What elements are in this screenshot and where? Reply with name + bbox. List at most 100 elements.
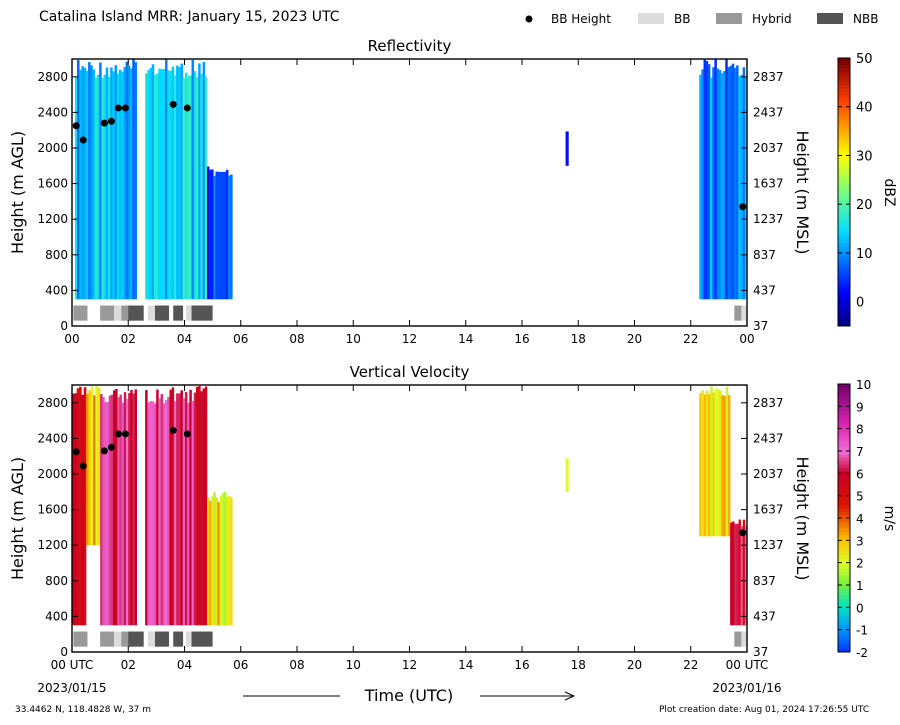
colorbar-segment <box>838 497 850 502</box>
colorbar-segment <box>838 118 850 123</box>
bb-type-segment <box>154 631 170 647</box>
heatmap-cell <box>96 74 100 300</box>
colorbar-segment <box>838 641 850 646</box>
colorbar-segment <box>838 514 850 519</box>
heatmap-cell <box>705 61 709 300</box>
colorbar-segment <box>838 178 850 183</box>
heatmap-cell <box>191 59 195 300</box>
colorbar-segment <box>838 638 850 643</box>
colorbar-segment <box>838 528 850 532</box>
heatmap-cell <box>736 523 739 626</box>
colorbar-segment <box>838 125 850 129</box>
heatmap-cell <box>716 68 720 300</box>
colorbar-segment <box>838 430 850 435</box>
colorbar-segment <box>838 262 850 267</box>
y-tick-label-right: 2837 <box>753 70 784 84</box>
legend-swatch-hybrid <box>716 13 742 24</box>
colorbar-segment <box>838 524 850 529</box>
bb-type-segment <box>191 631 213 647</box>
bb-type-segment <box>185 631 192 647</box>
bb-height-point <box>183 430 191 438</box>
x-tick-label: 02 <box>121 658 136 672</box>
colorbar-segment <box>838 568 850 572</box>
colorbar-segment <box>838 114 850 119</box>
colorbar-segment <box>838 138 850 143</box>
colorbar-segment <box>838 155 850 159</box>
heatmap-cell <box>723 396 727 537</box>
heatmap-cell <box>712 67 715 300</box>
heatmap-cell <box>101 78 104 300</box>
x-tick-label: 10 <box>346 332 361 346</box>
heatmap-cell <box>738 519 741 626</box>
colorbar-segment <box>838 165 850 169</box>
heatmap-cell <box>714 388 718 537</box>
heatmap-cell <box>176 65 179 300</box>
heatmap-cell <box>132 59 135 300</box>
x-tick-label: 02 <box>121 332 136 346</box>
colorbar-segment <box>838 242 850 246</box>
colorbar-segment <box>838 631 850 636</box>
x-tick-label: 10 <box>346 658 361 672</box>
y-axis-label: Height (m AGL) <box>8 457 27 580</box>
colorbar-segment <box>838 477 850 482</box>
colorbar-tick-label: -1 <box>856 624 868 638</box>
heatmap-cell <box>221 492 225 626</box>
heatmap-cell <box>112 71 115 300</box>
heatmap-cell <box>699 393 702 537</box>
bb-type-segment <box>114 631 122 647</box>
colorbar-segment <box>838 625 850 629</box>
colorbar-segment <box>838 74 850 79</box>
heatmap-cell <box>207 497 210 626</box>
heatmap-cell <box>189 75 192 300</box>
heatmap-cell <box>110 67 113 300</box>
heatmap-cell <box>184 392 188 626</box>
heatmap-cell <box>104 402 107 626</box>
colorbar-segment <box>838 205 850 210</box>
heatmap-cell <box>228 175 231 300</box>
colorbar-segment <box>838 232 850 236</box>
heatmap-cell <box>173 75 177 300</box>
colorbar-segment <box>838 78 850 82</box>
colorbar-segment <box>838 265 850 270</box>
heatmap-cell <box>97 388 101 546</box>
heatmap-cell <box>93 395 96 546</box>
heatmap-cell <box>79 386 82 626</box>
colorbar-segment <box>838 645 850 650</box>
colorbar-segment <box>838 544 850 549</box>
colorbar-label: m/s <box>881 506 897 532</box>
colorbar-segment <box>838 474 850 479</box>
x-tick-label: 04 <box>177 332 192 346</box>
colorbar-segment <box>838 390 850 395</box>
x-tick-label: 00 UTC <box>51 658 94 672</box>
heatmap-cell <box>742 519 746 626</box>
legend-label-bb: BB <box>674 12 690 26</box>
colorbar-segment <box>838 84 850 89</box>
colorbar-label: dBZ <box>881 178 897 206</box>
heatmap-cell <box>125 398 129 626</box>
bb-type-segment <box>147 631 155 647</box>
y-tick-label-right: 2037 <box>753 467 784 481</box>
heatmap-cell <box>184 72 188 300</box>
colorbar-segment <box>838 648 850 653</box>
colorbar-segment <box>838 195 850 200</box>
colorbar-segment <box>838 635 850 639</box>
bb-type-segment <box>100 631 115 647</box>
bb-type-segment <box>73 631 88 647</box>
bb-height-point <box>107 117 115 125</box>
bb-type-segment <box>734 631 742 647</box>
heatmap-cell <box>729 65 733 300</box>
x-tick-label: 12 <box>402 332 417 346</box>
colorbar-segment <box>838 538 850 542</box>
panel-title-0: Reflectivity <box>368 37 452 55</box>
colorbar-segment <box>838 302 850 307</box>
bb-height-point <box>169 426 177 434</box>
heatmap-cell <box>147 402 150 626</box>
colorbar-segment <box>838 487 850 492</box>
heatmap-cell <box>725 386 729 537</box>
colorbar-segment <box>838 447 850 452</box>
heatmap-cell <box>180 63 183 300</box>
colorbar-segment <box>838 551 850 556</box>
y-tick-label: 400 <box>45 283 68 297</box>
colorbar-segment <box>838 272 850 277</box>
colorbar-tick-label: 30 <box>856 149 873 164</box>
